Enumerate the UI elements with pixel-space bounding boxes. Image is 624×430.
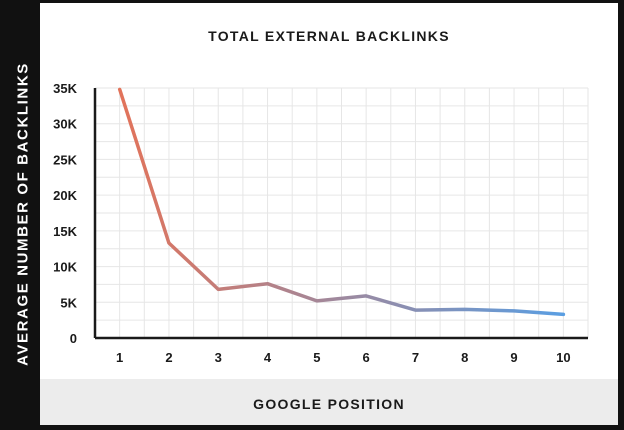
data-point [513, 309, 516, 312]
data-point [315, 299, 318, 302]
y-tick-label: 25K [53, 152, 77, 167]
y-tick-label: 30K [53, 117, 77, 132]
y-axis-label-bar [6, 3, 40, 425]
x-tick-label: 6 [363, 350, 370, 365]
x-tick-label: 10 [556, 350, 570, 365]
x-tick-label: 2 [165, 350, 172, 365]
y-tick-label: 20K [53, 188, 77, 203]
y-tick-label: 10K [53, 260, 77, 275]
y-tick-label: 15K [53, 224, 77, 239]
y-tick-label: 35K [53, 81, 77, 96]
series-line-backlinks [117, 87, 566, 317]
data-point [365, 294, 368, 297]
x-tick-label: 5 [313, 350, 320, 365]
x-tick-label: 1 [116, 350, 123, 365]
x-tick-label: 9 [510, 350, 517, 365]
x-tick-label: 7 [412, 350, 419, 365]
x-tick-label: 3 [215, 350, 222, 365]
y-tick-label: 0 [70, 331, 77, 346]
data-point [562, 313, 565, 316]
y-axis-label: AVERAGE NUMBER OF BACKLINKS [14, 62, 32, 366]
y-tick-label: 5K [60, 295, 77, 310]
data-point [167, 242, 170, 245]
x-axis-label: GOOGLE POSITION [253, 396, 405, 412]
chart-title: TOTAL EXTERNAL BACKLINKS [208, 28, 450, 44]
x-tick-label: 8 [461, 350, 468, 365]
data-point [463, 308, 466, 311]
x-axis-label-band [40, 379, 618, 425]
line-chart-plot: 0 5K 10K 15K 20K 25K 30K 35K 1 2 3 4 5 6 7 8 9 10 [53, 81, 589, 365]
data-point [266, 282, 269, 285]
data-point [118, 88, 121, 91]
chart-card: TOTAL EXTERNAL BACKLINKS GOOGLE POSITION… [40, 3, 618, 425]
data-point [217, 288, 220, 291]
data-point [414, 309, 417, 312]
x-tick-label: 4 [264, 350, 272, 365]
